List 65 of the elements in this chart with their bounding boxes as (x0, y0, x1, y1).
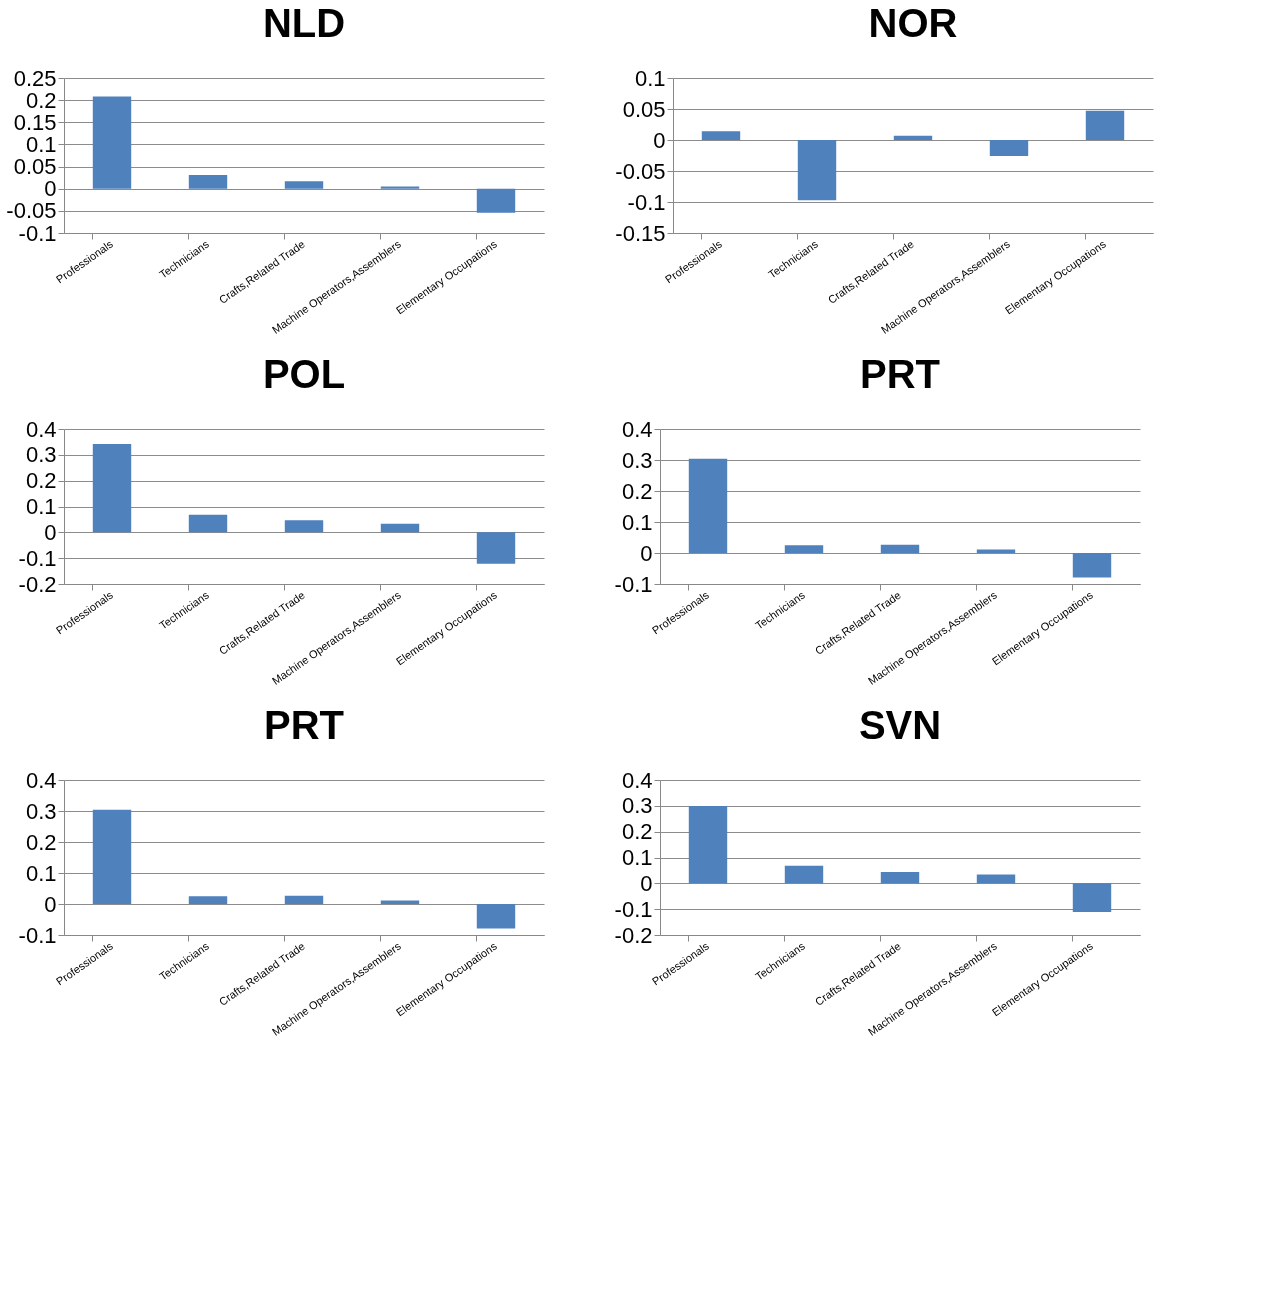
bar (784, 545, 824, 553)
bar (797, 140, 837, 201)
bar (188, 174, 228, 189)
y-tick-label: 0.1 (621, 845, 653, 870)
y-tick-label: 0.4 (25, 416, 57, 442)
bar (188, 896, 228, 904)
bar (688, 806, 728, 884)
y-tick-label: 0.3 (25, 798, 57, 824)
y-tick-label: 0.4 (621, 416, 653, 442)
bar (784, 865, 824, 884)
y-tick-label: 0.1 (25, 494, 57, 519)
y-tick-label: 0.2 (25, 829, 57, 855)
bar (880, 544, 920, 553)
y-tick-label: -0.1 (614, 896, 653, 922)
y-tick-label: 0 (44, 891, 57, 917)
y-tick-label: 0.2 (25, 468, 57, 494)
bar (476, 532, 516, 564)
bar (188, 514, 228, 533)
bar (284, 520, 324, 533)
y-tick-label: -0.1 (614, 571, 653, 597)
y-tick-label: 0.1 (25, 860, 57, 886)
bar (893, 135, 933, 140)
chart-title: PRT (264, 703, 344, 747)
y-tick-label: 0.2 (621, 819, 653, 845)
y-tick-label: 0.1 (634, 65, 666, 91)
y-tick-label: -0.2 (18, 571, 57, 597)
y-tick-label: -0.1 (627, 189, 666, 215)
y-tick-label: -0.1 (18, 545, 57, 571)
bar (92, 96, 132, 189)
y-tick-label: 0.3 (25, 442, 57, 468)
bar (989, 140, 1029, 157)
bar (92, 443, 132, 533)
chart-title: SVN (858, 703, 942, 747)
y-tick-label: -0.1 (18, 922, 57, 948)
chart-title: PRT (860, 352, 940, 396)
y-tick-label: 0 (640, 870, 653, 896)
bar (476, 188, 516, 213)
y-tick-label: -0.15 (615, 220, 666, 246)
bar (880, 871, 920, 884)
bar (1072, 553, 1112, 578)
chart-title: NLD (262, 1, 346, 45)
chart-title: NOR (868, 1, 958, 45)
y-tick-label: 0.3 (621, 793, 653, 819)
bar (688, 458, 728, 553)
y-tick-label: -0.2 (614, 922, 653, 948)
y-tick-label: 0 (44, 519, 57, 545)
y-tick-label: 0 (640, 540, 653, 566)
bar (380, 523, 420, 533)
y-tick-label: 0.1 (621, 509, 653, 535)
bar (1085, 110, 1125, 140)
bar (284, 895, 324, 904)
bar (476, 904, 516, 929)
y-tick-label: 0.3 (621, 447, 653, 473)
bar (284, 181, 324, 189)
bar (92, 809, 132, 904)
bar (976, 874, 1016, 884)
y-tick-label: -0.05 (615, 158, 666, 184)
y-tick-label: 0.4 (621, 767, 653, 793)
y-tick-label: 0.05 (622, 96, 666, 122)
chart-title: POL (262, 352, 346, 396)
bar (1072, 883, 1112, 913)
bar (701, 131, 741, 140)
y-tick-label: 0.2 (621, 478, 653, 504)
y-tick-label: 0.4 (25, 767, 57, 793)
y-tick-label: 0 (653, 127, 666, 153)
